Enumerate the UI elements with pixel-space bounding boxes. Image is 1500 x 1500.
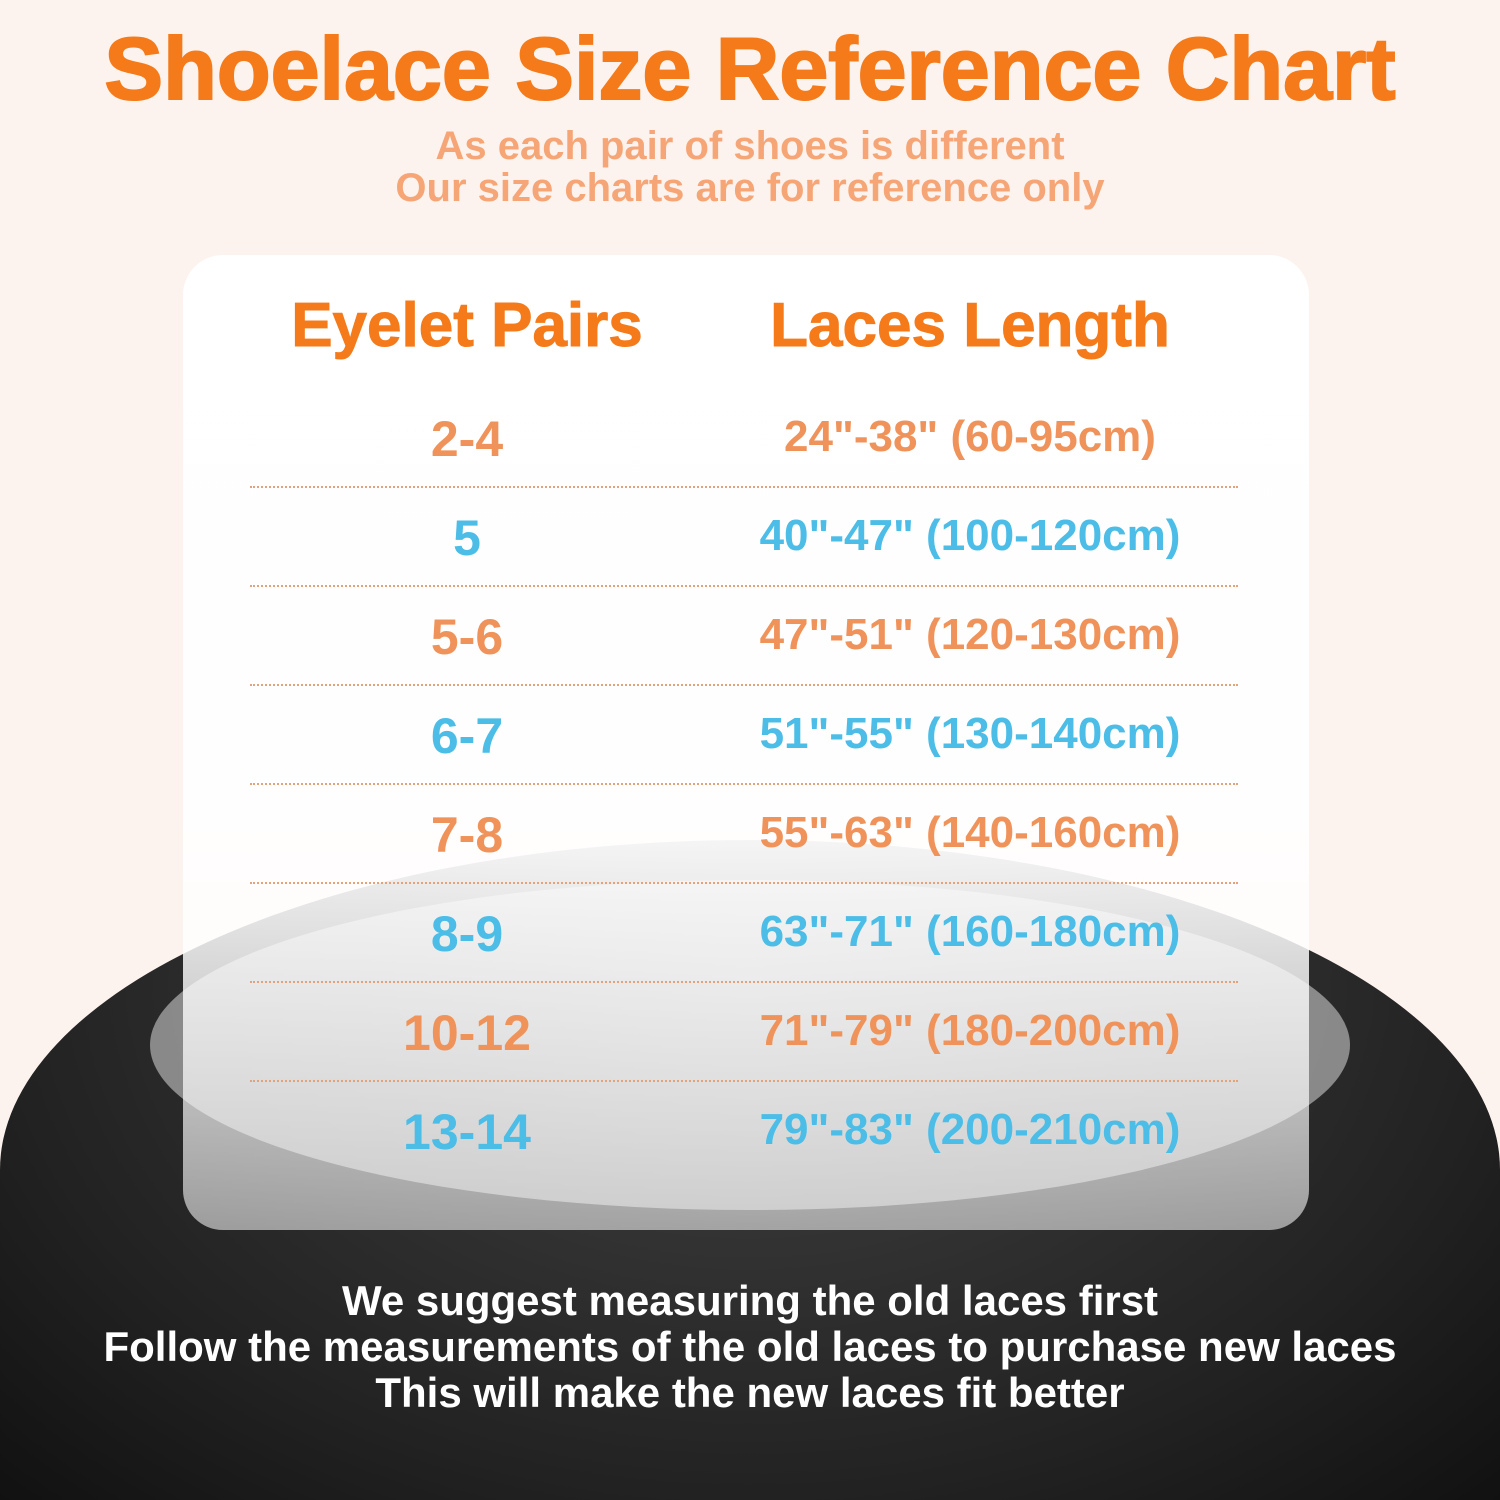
- eyelet-pairs-cell: 2-4: [430, 411, 504, 467]
- footer-note: We suggest measuring the old laces first…: [0, 1278, 1500, 1416]
- eyelet-pairs-cell: 5: [453, 510, 481, 566]
- laces-length-cell: 24"-38" (60-95cm): [784, 412, 1156, 461]
- table-row: 5 40"-47" (100-120cm): [0, 489, 1500, 587]
- page-title: Shoelace Size Reference Chart: [103, 18, 1396, 119]
- laces-length-cell: 55"-63" (140-160cm): [759, 808, 1181, 857]
- laces-length-cell: 47"-51" (120-130cm): [759, 610, 1181, 659]
- row-divider: [250, 882, 1238, 884]
- header-laces-length: Laces Length: [770, 291, 1171, 361]
- eyelet-pairs-cell: 10-12: [403, 1005, 531, 1061]
- eyelet-pairs-cell: 13-14: [403, 1104, 531, 1160]
- eyelet-pairs-cell: 6-7: [430, 708, 504, 764]
- row-divider: [250, 783, 1238, 785]
- footer-line-3: This will make the new laces fit better: [375, 1369, 1125, 1416]
- row-divider: [250, 585, 1238, 587]
- table-row: 2-4 24"-38" (60-95cm): [0, 390, 1500, 488]
- header-eyelet-pairs: Eyelet Pairs: [291, 291, 644, 361]
- footer-line-1: We suggest measuring the old laces first: [341, 1277, 1159, 1324]
- subtitle-line-1: As each pair of shoes is different: [435, 124, 1065, 168]
- eyelet-pairs-cell: 5-6: [430, 609, 504, 665]
- size-table-card: [183, 255, 1309, 1230]
- laces-length-cell: 79"-83" (200-210cm): [759, 1105, 1181, 1154]
- eyelet-pairs-cell: 7-8: [430, 807, 504, 863]
- footer-line-2: Follow the measurements of the old laces…: [103, 1323, 1397, 1370]
- table-row: 6-7 51"-55" (130-140cm): [0, 687, 1500, 785]
- table-row: 5-6 47"-51" (120-130cm): [0, 588, 1500, 686]
- subtitle-line-2: Our size charts are for reference only: [395, 166, 1105, 210]
- row-divider: [250, 1080, 1238, 1082]
- row-divider: [250, 684, 1238, 686]
- row-divider: [250, 981, 1238, 983]
- table-row: 8-9 63"-71" (160-180cm): [0, 885, 1500, 983]
- laces-length-cell: 71"-79" (180-200cm): [759, 1006, 1181, 1055]
- laces-length-cell: 51"-55" (130-140cm): [759, 709, 1181, 758]
- row-divider: [250, 486, 1238, 488]
- table-row: 13-14 79"-83" (200-210cm): [0, 1083, 1500, 1181]
- laces-length-cell: 40"-47" (100-120cm): [759, 511, 1181, 560]
- eyelet-pairs-cell: 8-9: [430, 906, 504, 962]
- table-row: 10-12 71"-79" (180-200cm): [0, 984, 1500, 1082]
- laces-length-cell: 63"-71" (160-180cm): [759, 907, 1181, 956]
- table-row: 7-8 55"-63" (140-160cm): [0, 786, 1500, 884]
